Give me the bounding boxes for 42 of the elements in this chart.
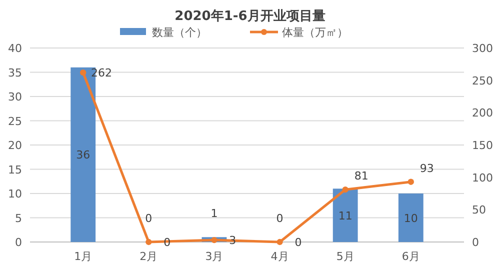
x-tick-label: 3月 (205, 250, 224, 263)
legend-label: 数量（个） (152, 26, 207, 39)
y2-tick-label: 250 (472, 74, 493, 88)
y-tick-label: 25 (8, 114, 22, 128)
point (146, 238, 152, 246)
data-label: 0 (145, 212, 152, 225)
data-label: 0 (294, 236, 302, 249)
y-tick-label: 20 (8, 139, 22, 152)
y-tick-label: 0 (15, 236, 22, 249)
x-tick-label: 4月 (270, 250, 289, 263)
y2-tick-label: 200 (472, 106, 493, 120)
point (408, 178, 414, 185)
chart-title: 2020年1-6月开业项目量 (174, 9, 326, 24)
data-label: 81 (354, 170, 368, 183)
y-tick-label: 15 (8, 163, 22, 176)
data-label: 93 (420, 162, 434, 175)
y2-tick-label: 0 (472, 236, 479, 249)
y-tick-label: 10 (8, 188, 22, 200)
bar (398, 194, 424, 242)
y2-tick-label: 300 (472, 42, 493, 55)
y2-tick-label: 150 (472, 139, 493, 152)
point (211, 236, 218, 244)
data-label: 36 (76, 148, 90, 162)
point (276, 238, 283, 246)
y-tick-label: 35 (8, 66, 22, 80)
data-label: 0 (276, 212, 284, 225)
y-tick-label: 30 (8, 90, 22, 104)
y-tick-label: 5 (15, 212, 22, 225)
x-tick-label: 5月 (336, 250, 354, 263)
y-tick-label: 40 (8, 42, 22, 55)
y2-tick-label: 50 (472, 204, 486, 217)
legend-label: 体量（万㎡） (282, 26, 348, 39)
x-tick-label: 6月 (402, 250, 420, 263)
x-tick-label: 1月 (74, 250, 92, 263)
y2-tick-label: 100 (472, 171, 493, 184)
data-label: 10 (404, 212, 418, 225)
x-tick-label: 2月 (140, 250, 158, 263)
bar (332, 188, 358, 242)
point (80, 69, 86, 76)
data-label: 11 (338, 209, 352, 222)
point (342, 186, 348, 193)
data-label: 1 (210, 207, 218, 220)
